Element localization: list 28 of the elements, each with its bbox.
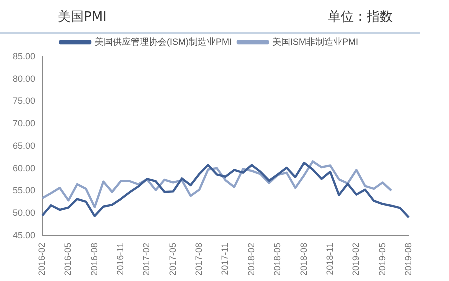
- chart-title: 美国PMI: [58, 9, 107, 26]
- x-tick-label: 2017-11: [220, 242, 230, 276]
- x-tick-label: 2018-11: [324, 242, 335, 276]
- x-tick-label: 2016-02: [37, 242, 48, 276]
- x-tick-label: 2016-08: [89, 242, 100, 276]
- x-tick-label: 2016-05: [63, 242, 74, 276]
- y-tick-label: 80.00: [12, 74, 36, 84]
- x-tick-label: 2017-08: [194, 242, 204, 276]
- y-tick-label: 50.00: [12, 208, 36, 218]
- y-tick-label: 55.00: [12, 186, 36, 196]
- x-tick-label: 2019-05: [377, 242, 388, 276]
- x-tick-label: 2019-02: [351, 242, 362, 276]
- x-tick-label: 2018-08: [298, 242, 309, 276]
- x-tick-label: 2019-08: [403, 242, 414, 276]
- x-tick-label: 2017-05: [168, 242, 178, 276]
- text: 单位：指数: [328, 9, 393, 26]
- y-tick-label: 65.00: [12, 140, 36, 151]
- legend-label: 美国ISM非制造业PMI: [272, 36, 359, 47]
- y-tick-label: 85.00: [12, 51, 36, 62]
- y-tick-label: 75.00: [12, 96, 36, 106]
- y-tick-label: 45.00: [12, 230, 36, 240]
- x-tick-label: 2017-02: [142, 242, 152, 276]
- x-tick-label: 2018-05: [272, 242, 283, 276]
- x-tick-label: 2016-11: [116, 242, 126, 276]
- x-tick-label: 2018-02: [246, 242, 256, 276]
- y-tick-label: 70.00: [12, 118, 36, 129]
- y-tick-label: 60.00: [12, 163, 36, 174]
- legend-label: 美国供应管理协会(ISM)制造业PMI: [95, 36, 232, 47]
